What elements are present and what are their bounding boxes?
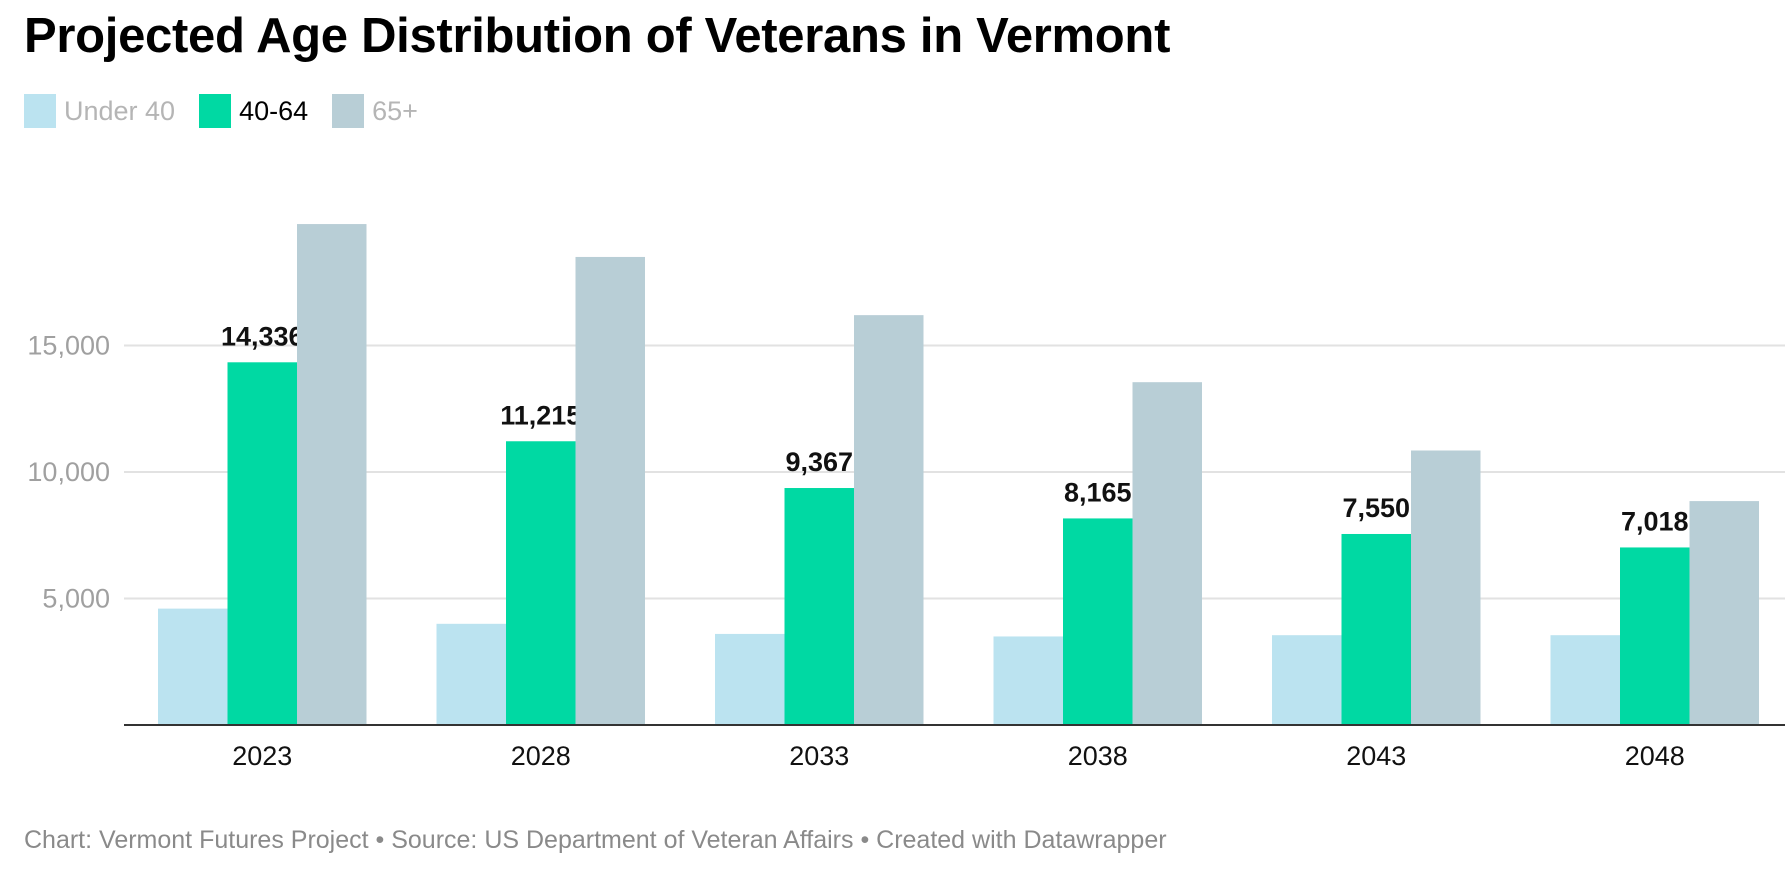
legend: Under 40 40-64 65+ (24, 94, 442, 128)
bar-40-64-2048 (1620, 547, 1690, 725)
data-label-2048: 7,018 (1621, 506, 1689, 536)
bar-40-64-2028 (506, 441, 576, 725)
chart-footer: Chart: Vermont Futures Project • Source:… (24, 826, 1167, 854)
y-tick-label-10000: 10,000 (27, 457, 110, 487)
legend-label-under-40: Under 40 (64, 95, 176, 126)
legend-item-under-40[interactable]: Under 40 (24, 94, 175, 128)
x-tick-label-2048: 2048 (1625, 741, 1685, 771)
data-label-2023: 14,336 (221, 321, 304, 351)
bar-under-40-2033 (715, 633, 785, 725)
bar-40-64-2033 (784, 488, 854, 725)
legend-item-65-plus[interactable]: 65+ (332, 94, 418, 128)
x-tick-label-2023: 2023 (232, 741, 292, 771)
legend-label-65-plus: 65+ (372, 95, 418, 126)
data-label-2033: 9,367 (785, 447, 853, 477)
legend-label-40-64: 40-64 (239, 95, 309, 126)
bar-65-plus-2028 (575, 256, 645, 725)
x-tick-label-2028: 2028 (511, 741, 571, 771)
x-tick-label-2033: 2033 (789, 741, 849, 771)
bar-under-40-2038 (993, 636, 1063, 725)
data-label-2028: 11,215 (500, 400, 581, 430)
chart-title: Projected Age Distribution of Veterans i… (24, 9, 1171, 63)
bar-40-64-2023 (227, 362, 297, 725)
bar-65-plus-2048 (1689, 501, 1759, 725)
bar-under-40-2048 (1550, 635, 1620, 725)
legend-item-40-64[interactable]: 40-64 (199, 94, 308, 128)
bar-under-40-2043 (1272, 635, 1342, 725)
x-tick-label-2043: 2043 (1346, 741, 1406, 771)
bar-40-64-2038 (1063, 518, 1133, 725)
data-label-2038: 8,165 (1064, 477, 1132, 507)
bar-40-64-2043 (1341, 533, 1411, 725)
data-label-2043: 7,550 (1342, 493, 1410, 523)
bar-65-plus-2038 (1132, 382, 1202, 725)
legend-swatch-under-40 (24, 94, 56, 128)
y-tick-label-5000: 5,000 (42, 584, 110, 614)
legend-swatch-65-plus (332, 94, 365, 128)
legend-swatch-40-64 (199, 94, 232, 128)
bar-chart: 5,000 10,000 15,000 14,336 2023 11,215 2028 9,3… (27, 224, 1785, 771)
y-tick-label-15000: 15,000 (27, 331, 110, 361)
bar-65-plus-2023 (297, 224, 367, 725)
bar-65-plus-2043 (1411, 450, 1481, 725)
bar-65-plus-2033 (854, 315, 924, 725)
bar-under-40-2023 (158, 608, 228, 725)
x-tick-label-2038: 2038 (1068, 741, 1128, 771)
bar-under-40-2028 (436, 623, 506, 725)
